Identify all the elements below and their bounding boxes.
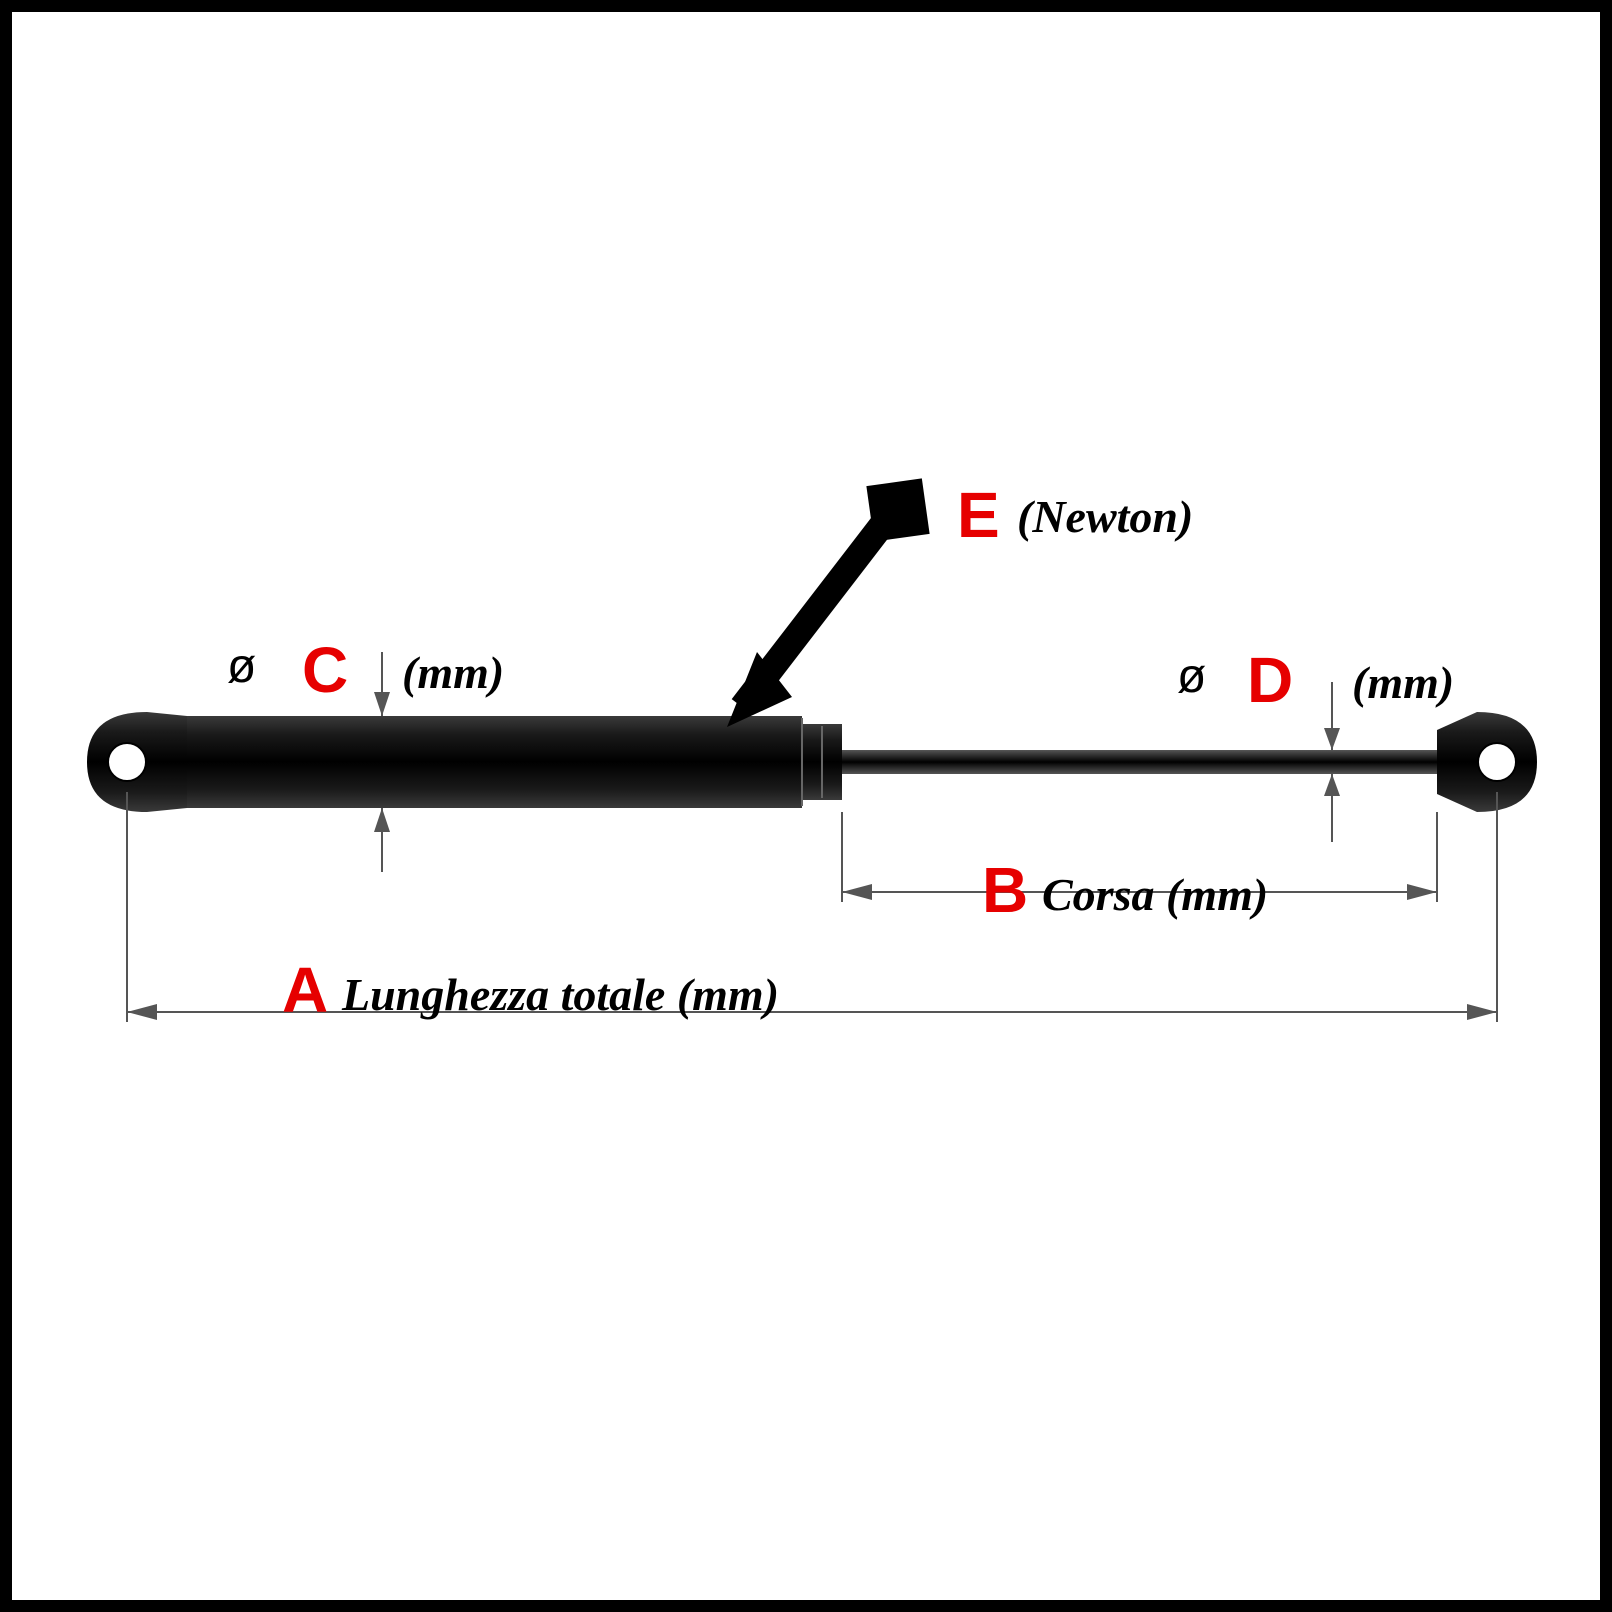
dim-B: B Corsa (mm) bbox=[842, 812, 1437, 926]
force-arrow-tail bbox=[866, 478, 929, 541]
dim-A: A Lunghezza totale (mm) bbox=[127, 792, 1497, 1026]
left-eye bbox=[87, 712, 187, 812]
label-C-letter: C bbox=[302, 634, 348, 706]
label-C-diam: ø bbox=[227, 640, 256, 693]
label-A-letter: A bbox=[282, 954, 328, 1026]
right-eye bbox=[1437, 712, 1537, 812]
rod bbox=[842, 750, 1437, 774]
label-B-letter: B bbox=[982, 854, 1028, 926]
diagram-frame: A Lunghezza totale (mm) B Corsa (mm) ø C… bbox=[0, 0, 1612, 1612]
label-E-letter: E bbox=[957, 479, 1000, 551]
label-D-diam: ø bbox=[1177, 650, 1206, 703]
label-D-letter: D bbox=[1247, 644, 1293, 716]
label-E-unit: (Newton) bbox=[1017, 491, 1193, 542]
label-C-unit: (mm) bbox=[402, 647, 504, 698]
cylinder-body bbox=[187, 716, 802, 808]
diagram-svg: A Lunghezza totale (mm) B Corsa (mm) ø C… bbox=[12, 12, 1600, 1600]
label-D-unit: (mm) bbox=[1352, 657, 1454, 708]
force-E: E (Newton) bbox=[727, 478, 1193, 727]
label-A-desc: Lunghezza totale (mm) bbox=[341, 969, 779, 1020]
gas-spring bbox=[87, 712, 1537, 812]
label-B-desc: Corsa (mm) bbox=[1042, 869, 1268, 920]
dim-D: ø D (mm) bbox=[1177, 644, 1454, 842]
